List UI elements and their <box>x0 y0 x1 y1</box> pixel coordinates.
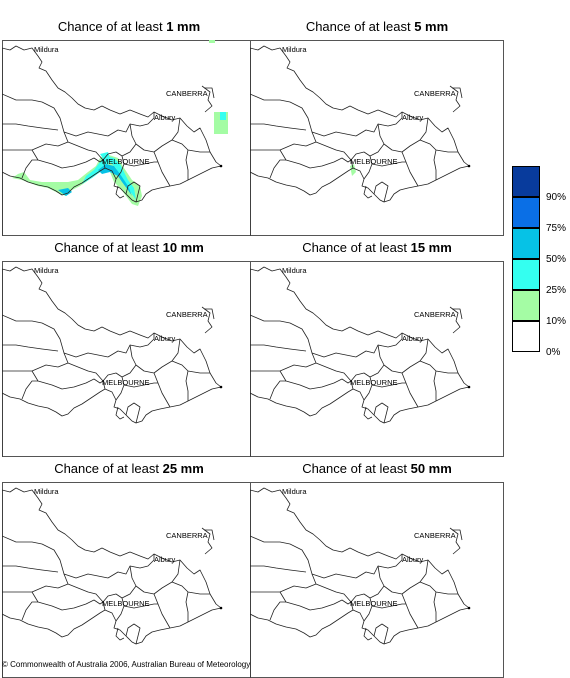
label-melbourne: MELBOURNE <box>350 157 398 166</box>
copyright-notice: © Commonwealth of Australia 2006, Austra… <box>2 660 251 669</box>
victoria-map: Mildura CANBERRA Albury MELBOURNE <box>250 482 504 678</box>
label-melbourne: MELBOURNE <box>350 599 398 608</box>
map-panel-15mm: Chance of at least 15 mm Mildura CANBERR… <box>250 240 504 457</box>
label-canberra: CANBERRA <box>414 531 456 540</box>
legend-label-0: 0% <box>546 347 561 358</box>
panel-title: Chance of at least 50 mm <box>302 461 452 476</box>
label-mildura: Mildura <box>282 487 307 496</box>
legend-swatch-75 <box>512 197 540 228</box>
label-melbourne: MELBOURNE <box>350 378 398 387</box>
label-mildura: Mildura <box>34 487 59 496</box>
legend-label-25: 25% <box>546 285 567 296</box>
label-melbourne: MELBOURNE <box>102 599 150 608</box>
map-panel-10mm: Chance of at least 10 mm Mildura CANBERR… <box>2 240 256 457</box>
rain-probability-shading <box>350 164 356 176</box>
label-canberra: CANBERRA <box>166 531 208 540</box>
label-albury: Albury <box>402 555 424 564</box>
probability-legend: 90% 75% 50% 25% 10% 0% <box>512 166 566 358</box>
panel-title: Chance of at least 5 mm <box>305 19 449 34</box>
victoria-map: Mildura CANBERRA Albury MELBOURNE <box>2 482 256 678</box>
legend-swatch-25 <box>512 259 540 290</box>
label-albury: Albury <box>402 113 424 122</box>
label-albury: Albury <box>154 113 176 122</box>
victoria-map: Mildura CANBERRA Albury MELBOURNE <box>2 261 256 457</box>
victoria-map: Mildura CANBERRA Albury MELBOURNE <box>250 40 504 236</box>
victoria-map: Mildura CANBERRA Albury MELBOURNE <box>2 40 256 236</box>
map-panel-50mm: Chance of at least 50 mm Mildura CANBERR… <box>250 461 504 678</box>
map-panel-25mm: Chance of at least 25 mm Mildura CANBERR… <box>2 461 256 678</box>
panel-title: Chance of at least 15 mm <box>302 240 452 255</box>
label-mildura: Mildura <box>34 45 59 54</box>
legend-label-75: 75% <box>546 223 567 234</box>
label-mildura: Mildura <box>282 45 307 54</box>
label-mildura: Mildura <box>282 266 307 275</box>
label-mildura: Mildura <box>34 266 59 275</box>
label-canberra: CANBERRA <box>166 310 208 319</box>
panel-title: Chance of at least 25 mm <box>54 461 204 476</box>
label-albury: Albury <box>154 555 176 564</box>
label-canberra: CANBERRA <box>414 310 456 319</box>
map-panel-1mm: Chance of at least 1 mm Mildura CANBERRA… <box>2 19 256 236</box>
panel-title: Chance of at least 1 mm <box>57 19 201 34</box>
legend-label-90: 90% <box>546 192 567 203</box>
label-melbourne: MELBOURNE <box>102 157 150 166</box>
panel-title: Chance of at least 10 mm <box>54 240 204 255</box>
label-albury: Albury <box>402 334 424 343</box>
legend-swatch-10 <box>512 290 540 321</box>
victoria-map: Mildura CANBERRA Albury MELBOURNE <box>250 261 504 457</box>
legend-swatch-90 <box>512 166 540 197</box>
legend-swatch-50 <box>512 228 540 259</box>
label-canberra: CANBERRA <box>166 89 208 98</box>
legend-label-10: 10% <box>546 316 567 327</box>
label-melbourne: MELBOURNE <box>102 378 150 387</box>
gabo-island-marker <box>219 164 223 168</box>
legend-swatch-0 <box>512 321 540 352</box>
label-canberra: CANBERRA <box>414 89 456 98</box>
legend-label-50: 50% <box>546 254 567 265</box>
label-albury: Albury <box>154 334 176 343</box>
map-panel-5mm: Chance of at least 5 mm Mildura CANBERRA… <box>250 19 504 236</box>
